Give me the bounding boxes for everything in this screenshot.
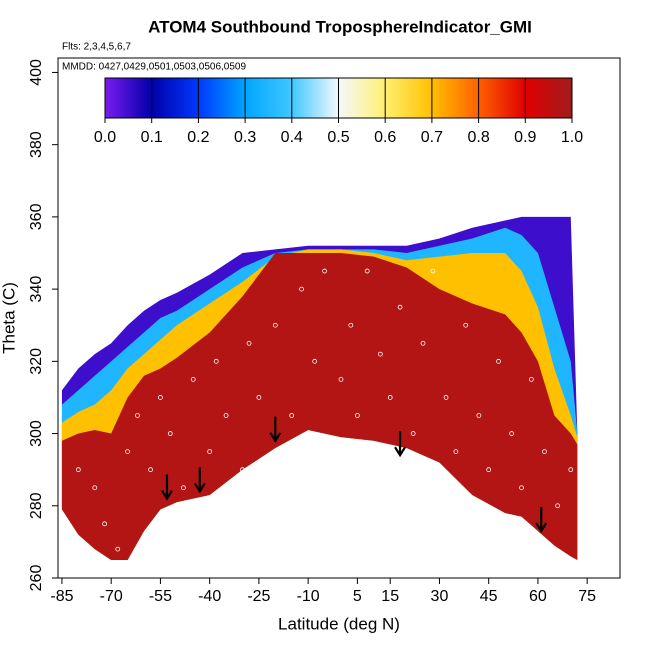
x-tick-label: -70 xyxy=(100,588,123,605)
sample-point xyxy=(92,485,98,491)
sample-point xyxy=(364,268,370,274)
y-tick-label: 280 xyxy=(28,492,45,519)
sample-point xyxy=(299,286,304,292)
sample-point xyxy=(420,340,426,346)
x-tick-label: 30 xyxy=(431,588,449,605)
sample-point xyxy=(509,431,515,436)
sample-point xyxy=(338,376,344,382)
y-tick-label: 400 xyxy=(28,59,45,86)
sample-point xyxy=(167,431,173,436)
y-tick-label: 260 xyxy=(28,565,45,592)
sample-point xyxy=(115,546,121,552)
colorbar-tick-label: 0.9 xyxy=(514,129,536,146)
arrow xyxy=(394,431,406,458)
x-tick-label: 60 xyxy=(529,588,547,605)
sample-point xyxy=(190,376,196,382)
sample-point xyxy=(240,467,245,473)
sample-point xyxy=(397,304,403,310)
colorbar-tick-label: 0.7 xyxy=(421,129,443,146)
sample-point xyxy=(410,431,416,436)
sample-point xyxy=(135,413,140,418)
colorbar-tick-label: 0.0 xyxy=(94,129,116,146)
arrow xyxy=(535,507,548,534)
plot-frame xyxy=(57,57,621,579)
colorbar-tick-label: 0.4 xyxy=(281,129,303,146)
sample-point xyxy=(272,322,278,328)
dates-note: MMDD: 0427,0429,0501,0503,0506,0509 xyxy=(62,62,246,73)
arrow xyxy=(269,416,282,443)
x-tick-label: 15 xyxy=(381,588,399,605)
x-tick-label: -10 xyxy=(297,588,320,605)
sample-point xyxy=(102,521,108,527)
x-tick-label: -55 xyxy=(149,588,172,605)
x-axis-label: Latitude (deg N) xyxy=(278,614,400,633)
x-tick-label: -40 xyxy=(198,588,221,605)
colorbar-tick-label: 0.1 xyxy=(141,129,163,146)
sample-point xyxy=(180,485,186,491)
sample-point xyxy=(387,395,393,400)
x-tick-label: 5 xyxy=(353,588,362,605)
flights-note: Flts: 2,3,4,5,6,7 xyxy=(62,42,131,53)
colorbar-tick-label: 0.2 xyxy=(187,129,209,146)
sample-point xyxy=(289,413,295,418)
sample-point xyxy=(486,467,492,473)
sample-point xyxy=(476,413,482,418)
sample-point xyxy=(528,376,534,382)
sample-point xyxy=(125,449,130,455)
arrow xyxy=(193,467,206,494)
y-tick-label: 320 xyxy=(28,348,45,375)
colorbar-tick-label: 0.8 xyxy=(467,129,489,146)
sample-point xyxy=(322,268,327,274)
arrow xyxy=(161,474,173,501)
x-tick-label: -25 xyxy=(247,588,270,605)
sample-point xyxy=(207,449,213,455)
y-tick-label: 360 xyxy=(28,203,45,230)
sample-point xyxy=(453,449,459,455)
colorbar-tick-label: 0.3 xyxy=(234,129,256,146)
y-tick-label: 340 xyxy=(28,276,45,303)
y-tick-label: 380 xyxy=(28,131,45,158)
sample-point xyxy=(443,395,449,400)
sample-point xyxy=(430,268,436,274)
sample-point xyxy=(256,395,262,400)
x-tick-label: 45 xyxy=(480,588,498,605)
sample-point xyxy=(519,485,524,491)
sample-point xyxy=(213,358,219,364)
sample-point xyxy=(223,413,229,418)
y-axis-label: Theta (C) xyxy=(0,282,18,354)
sample-point xyxy=(377,351,383,357)
sample-point xyxy=(542,449,547,455)
sample-point xyxy=(148,467,153,473)
y-tick-label: 300 xyxy=(28,420,45,447)
field-layer xyxy=(61,253,578,560)
sample-point xyxy=(158,395,163,400)
sample-point xyxy=(312,358,318,364)
sample-point xyxy=(568,467,574,473)
x-tick-label: -85 xyxy=(50,588,73,605)
colorbar-tick-label: 0.5 xyxy=(327,129,349,146)
sample-point xyxy=(75,467,81,473)
colorbar-tick-label: 1.0 xyxy=(561,129,583,146)
sample-point xyxy=(246,340,252,346)
chart-title: ATOM4 Southbound TroposphereIndicator_GM… xyxy=(148,17,532,36)
sample-point xyxy=(463,322,469,328)
x-tick-label: 75 xyxy=(578,588,596,605)
sample-point xyxy=(496,358,501,364)
sample-point xyxy=(555,503,561,509)
sample-point xyxy=(354,413,360,418)
colorbar-tick-label: 0.6 xyxy=(374,129,396,146)
sample-point xyxy=(348,322,354,328)
